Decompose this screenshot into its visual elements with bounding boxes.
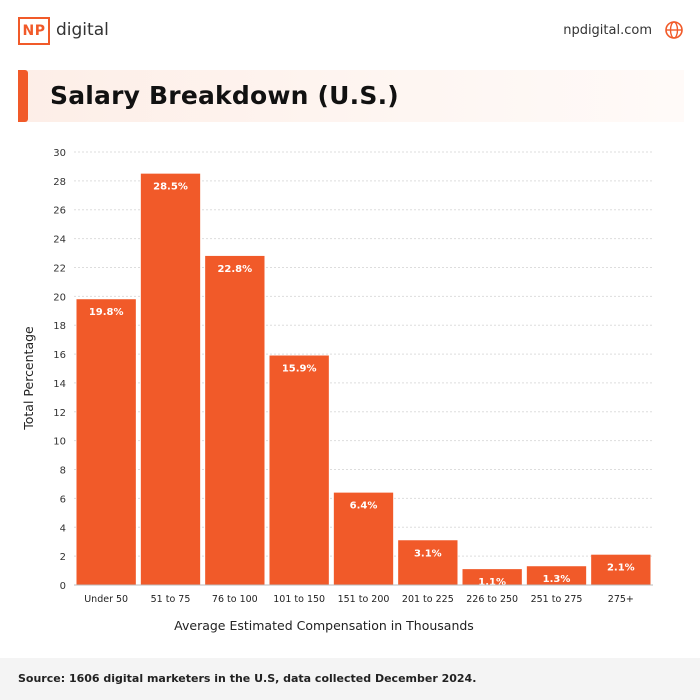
- bar: [398, 540, 458, 585]
- bar: [76, 299, 136, 585]
- title-band: [18, 70, 684, 122]
- globe-icon: [665, 21, 683, 39]
- y-tick-label: 2: [60, 552, 66, 563]
- logo-text: digital: [56, 20, 109, 40]
- site-url[interactable]: npdigital.com: [563, 23, 652, 38]
- y-tick-label: 24: [53, 235, 66, 246]
- source-note: Source: 1606 digital marketers in the U.…: [18, 672, 477, 685]
- bar: [333, 492, 394, 585]
- y-tick-label: 0: [60, 581, 66, 592]
- data-label: 28.5%: [153, 182, 188, 193]
- title-accent: [18, 70, 28, 122]
- data-label: 3.1%: [414, 548, 442, 559]
- y-tick-label: 4: [60, 523, 66, 534]
- bar: [591, 554, 651, 585]
- y-tick-label: 18: [53, 321, 66, 332]
- y-tick-label: 22: [53, 263, 66, 274]
- x-tick-label: 51 to 75: [151, 594, 191, 605]
- y-tick-label: 10: [53, 437, 66, 448]
- bar: [205, 255, 265, 586]
- data-label: 1.3%: [543, 574, 571, 585]
- x-tick-label: 226 to 250: [466, 594, 518, 605]
- footer-band: [0, 658, 700, 700]
- x-tick-label: 151 to 200: [338, 594, 390, 605]
- x-tick-label: 275+: [608, 594, 634, 605]
- x-tick-label: Under 50: [84, 594, 128, 605]
- chart-title: Salary Breakdown (U.S.): [50, 81, 399, 110]
- data-label: 1.1%: [478, 577, 506, 588]
- data-label: 6.4%: [350, 501, 378, 512]
- bar: [526, 566, 587, 585]
- x-tick-label: 76 to 100: [212, 594, 258, 605]
- y-tick-label: 16: [53, 350, 66, 361]
- data-label: 2.1%: [607, 563, 635, 574]
- x-tick-label: 251 to 275: [531, 594, 583, 605]
- x-axis-title: Average Estimated Compensation in Thousa…: [174, 618, 474, 633]
- y-tick-label: 14: [53, 379, 66, 390]
- bar: [140, 173, 201, 585]
- x-tick-label: 101 to 150: [273, 594, 325, 605]
- y-tick-label: 6: [60, 494, 66, 505]
- y-tick-label: 20: [53, 292, 66, 303]
- data-label: 15.9%: [282, 364, 317, 375]
- y-axis-title: Total Percentage: [21, 326, 36, 431]
- data-label: 22.8%: [217, 264, 252, 275]
- bar: [462, 569, 522, 585]
- y-tick-label: 12: [53, 408, 66, 419]
- data-label: 19.8%: [89, 307, 124, 318]
- y-tick-label: 28: [53, 177, 66, 188]
- bar: [269, 355, 329, 585]
- y-tick-label: 8: [60, 466, 66, 477]
- x-tick-label: 201 to 225: [402, 594, 454, 605]
- y-tick-label: 26: [53, 206, 66, 217]
- y-tick-label: 30: [53, 148, 66, 159]
- np-logo-mark: NP: [18, 17, 50, 45]
